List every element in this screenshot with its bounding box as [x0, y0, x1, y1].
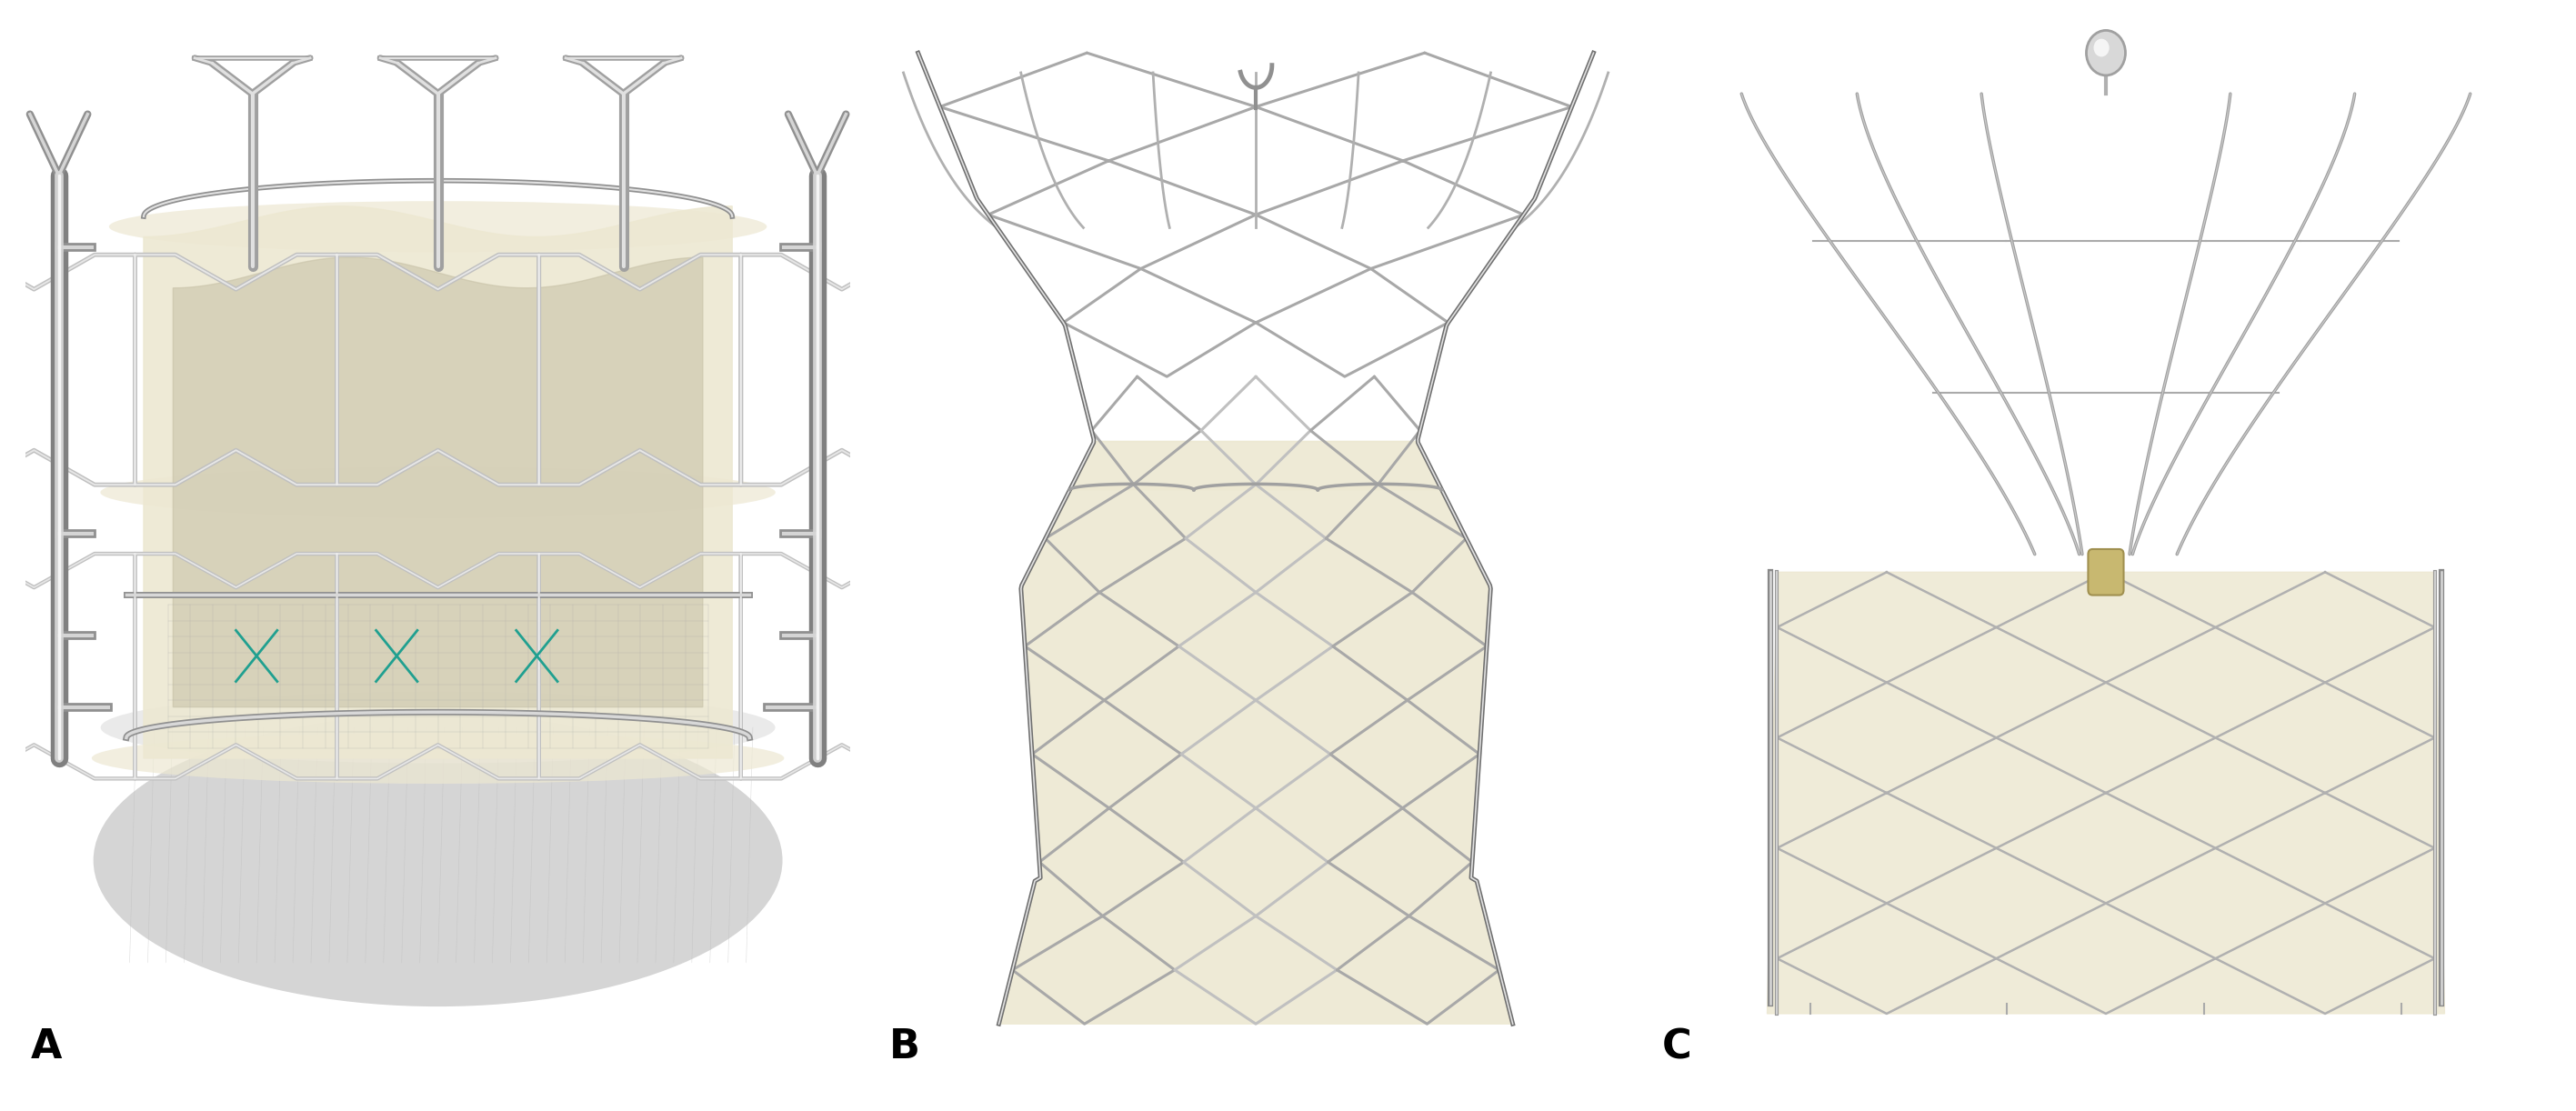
- Ellipse shape: [93, 732, 783, 783]
- Polygon shape: [1767, 572, 2445, 1013]
- Ellipse shape: [100, 692, 775, 763]
- Ellipse shape: [108, 201, 768, 252]
- Ellipse shape: [93, 714, 783, 1007]
- Polygon shape: [1319, 484, 1443, 490]
- Text: B: B: [889, 1028, 920, 1067]
- Polygon shape: [144, 207, 732, 758]
- Ellipse shape: [100, 467, 775, 518]
- Polygon shape: [173, 258, 703, 707]
- Polygon shape: [1193, 484, 1319, 490]
- Circle shape: [2094, 39, 2110, 57]
- Polygon shape: [999, 441, 1512, 1024]
- FancyBboxPatch shape: [2089, 549, 2123, 595]
- Text: A: A: [31, 1028, 62, 1067]
- Text: C: C: [1662, 1028, 1692, 1067]
- Polygon shape: [1069, 484, 1193, 490]
- Circle shape: [2087, 30, 2125, 76]
